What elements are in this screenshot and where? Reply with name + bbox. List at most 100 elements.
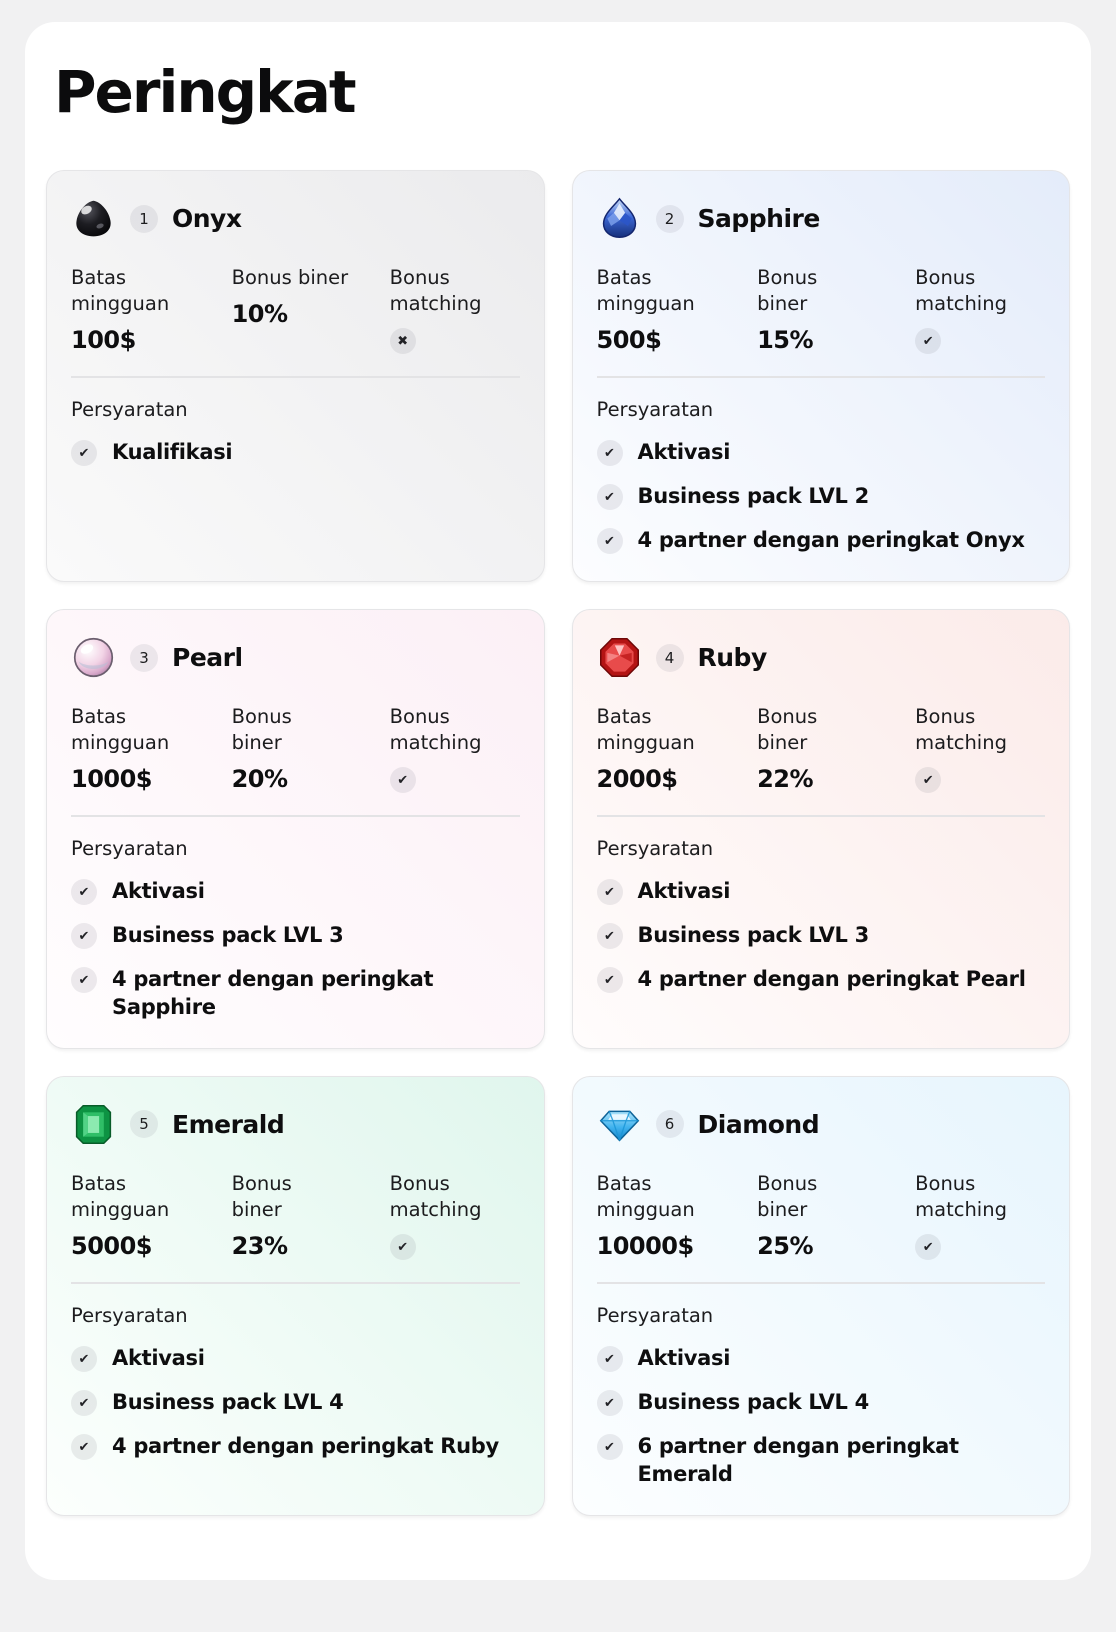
requirement-item: ✔ 4 partner dengan peringkat Ruby [71, 1433, 520, 1461]
requirement-text: Business pack LVL 4 [637, 1390, 870, 1415]
binary-bonus-stat: Bonus biner 23% [232, 1171, 380, 1260]
requirements-list: ✔ Aktivasi ✔ Business pack LVL 2 ✔ 4 par… [596, 439, 1046, 555]
weekly-limit-stat: Batas mingguan 2000$ [597, 704, 748, 793]
requirement-text: 4 partner dengan peringkat Ruby [112, 1434, 499, 1459]
requirement-text: 4 partner dengan peringkat Onyx [637, 528, 1025, 553]
requirements-title: Persyaratan [71, 837, 188, 861]
check-icon: ✔ [596, 967, 623, 994]
card-header: 3 Pearl [71, 635, 520, 680]
check-icon: ✔ [596, 528, 623, 555]
check-icon: ✔ [596, 1434, 623, 1461]
matching-bonus-label: Bonus matching [915, 266, 1007, 316]
rank-card-sapphire: 2 Sapphire Batas mingguan 500$ Bonus bin… [571, 170, 1070, 583]
requirements-title: Persyaratan [596, 837, 714, 861]
requirement-item: ✔ Aktivasi [596, 439, 1046, 467]
weekly-limit-label: Batas mingguan [71, 1171, 170, 1222]
emerald-gem-icon [71, 1102, 116, 1147]
requirement-text: Aktivasi [112, 879, 205, 904]
weekly-limit-stat: Batas mingguan 5000$ [71, 1171, 222, 1260]
weekly-limit-value: 5000$ [71, 1232, 152, 1261]
rank-number-badge: 6 [655, 1110, 684, 1139]
weekly-limit-label: Batas mingguan [596, 1171, 695, 1222]
page-container: Peringkat 1 Onyx [25, 22, 1091, 1580]
onyx-gem-icon [71, 196, 116, 241]
weekly-limit-stat: Batas mingguan 1000$ [71, 704, 222, 793]
requirement-item: ✔ Business pack LVL 2 [596, 483, 1046, 511]
requirement-text: 6 partner dengan peringkat Emerald [637, 1434, 960, 1486]
diamond-gem-icon [597, 1102, 642, 1147]
weekly-limit-label: Batas mingguan [596, 705, 695, 755]
requirement-item: ✔ Business pack LVL 3 [71, 922, 520, 950]
card-header: 2 Sapphire [597, 196, 1046, 241]
divider [71, 815, 520, 818]
divider [71, 1282, 520, 1285]
check-icon: ✔ [71, 440, 97, 467]
requirement-text: Business pack LVL 4 [112, 1390, 344, 1415]
rank-name: Sapphire [697, 204, 821, 233]
binary-bonus-value: 22% [757, 765, 814, 794]
binary-bonus-value: 23% [231, 1232, 288, 1261]
matching-bonus-label: Bonus matching [389, 266, 482, 316]
matching-bonus-stat: Bonus matching ✔ [389, 704, 520, 794]
stats-row: Batas mingguan 10000$ Bonus biner 25% Bo… [596, 1171, 1046, 1261]
requirements-title: Persyaratan [71, 398, 188, 422]
binary-bonus-stat: Bonus biner 10% [232, 265, 380, 354]
card-header: 6 Diamond [597, 1102, 1046, 1147]
check-icon: ✔ [596, 484, 623, 511]
divider [596, 376, 1045, 379]
check-icon: ✔ [915, 328, 942, 355]
stats-row: Batas mingguan 2000$ Bonus biner 22% Bon… [597, 704, 1046, 794]
binary-bonus-label: Bonus biner [231, 705, 292, 755]
matching-bonus-label: Bonus matching [389, 1171, 482, 1222]
binary-bonus-value: 20% [231, 765, 288, 794]
rank-number-badge: 4 [655, 643, 684, 672]
rank-card-onyx: 1 Onyx Batas mingguan 100$ Bonus biner 1… [46, 170, 545, 583]
card-header: 5 Emerald [71, 1102, 520, 1147]
rank-number-badge: 2 [655, 204, 684, 233]
matching-bonus-stat: Bonus matching ✖ [389, 265, 520, 355]
check-icon: ✔ [71, 967, 97, 994]
binary-bonus-stat: Bonus biner 25% [757, 1171, 905, 1260]
check-icon: ✔ [71, 1390, 97, 1417]
sapphire-gem-icon [597, 196, 642, 241]
weekly-limit-stat: Batas mingguan 100$ [71, 265, 222, 354]
card-header: 4 Ruby [597, 635, 1046, 680]
check-icon: ✔ [71, 879, 97, 906]
rank-number-badge: 5 [130, 1110, 158, 1139]
rank-number-badge: 1 [130, 204, 158, 233]
stats-row: Batas mingguan 5000$ Bonus biner 23% Bon… [71, 1171, 520, 1261]
check-icon: ✔ [596, 1346, 623, 1373]
requirements-list: ✔ Aktivasi ✔ Business pack LVL 3 ✔ 4 par… [596, 878, 1046, 994]
weekly-limit-value: 10000$ [596, 1232, 695, 1261]
weekly-limit-label: Batas mingguan [71, 266, 170, 316]
requirement-text: Aktivasi [112, 1346, 205, 1371]
binary-bonus-label: Bonus biner [757, 266, 818, 316]
matching-bonus-label: Bonus matching [915, 705, 1007, 755]
stats-row: Batas mingguan 1000$ Bonus biner 20% Bon… [71, 704, 520, 794]
weekly-limit-stat: Batas mingguan 500$ [597, 265, 748, 354]
rank-card-ruby: 4 Ruby Batas mingguan 2000$ Bonus biner … [571, 609, 1070, 1049]
rank-number-badge: 3 [130, 643, 158, 672]
rank-name: Diamond [697, 1109, 820, 1139]
requirements-title: Persyaratan [596, 398, 714, 422]
binary-bonus-stat: Bonus biner 20% [232, 704, 380, 793]
check-icon: ✔ [71, 1434, 97, 1461]
weekly-limit-label: Batas mingguan [71, 705, 170, 755]
weekly-limit-value: 1000$ [71, 765, 152, 794]
divider [596, 1282, 1045, 1285]
matching-bonus-label: Bonus matching [389, 705, 482, 755]
binary-bonus-stat: Bonus biner 22% [757, 704, 905, 793]
page-title: Peringkat [54, 58, 357, 126]
check-icon: ✔ [389, 1234, 416, 1261]
requirement-item: ✔ Aktivasi [71, 1345, 520, 1373]
requirement-text: Business pack LVL 2 [637, 484, 870, 509]
cross-icon: ✖ [389, 328, 416, 355]
rank-card-emerald: 5 Emerald Batas mingguan 5000$ Bonus bin… [46, 1075, 545, 1516]
matching-bonus-stat: Bonus matching ✔ [915, 1171, 1045, 1261]
weekly-limit-value: 100$ [71, 326, 136, 355]
matching-bonus-stat: Bonus matching ✔ [915, 704, 1045, 794]
weekly-limit-value: 500$ [596, 326, 662, 355]
rank-name: Pearl [172, 643, 243, 673]
check-icon: ✔ [596, 923, 623, 950]
requirements-list: ✔ Aktivasi ✔ Business pack LVL 4 ✔ 6 par… [596, 1345, 1046, 1489]
